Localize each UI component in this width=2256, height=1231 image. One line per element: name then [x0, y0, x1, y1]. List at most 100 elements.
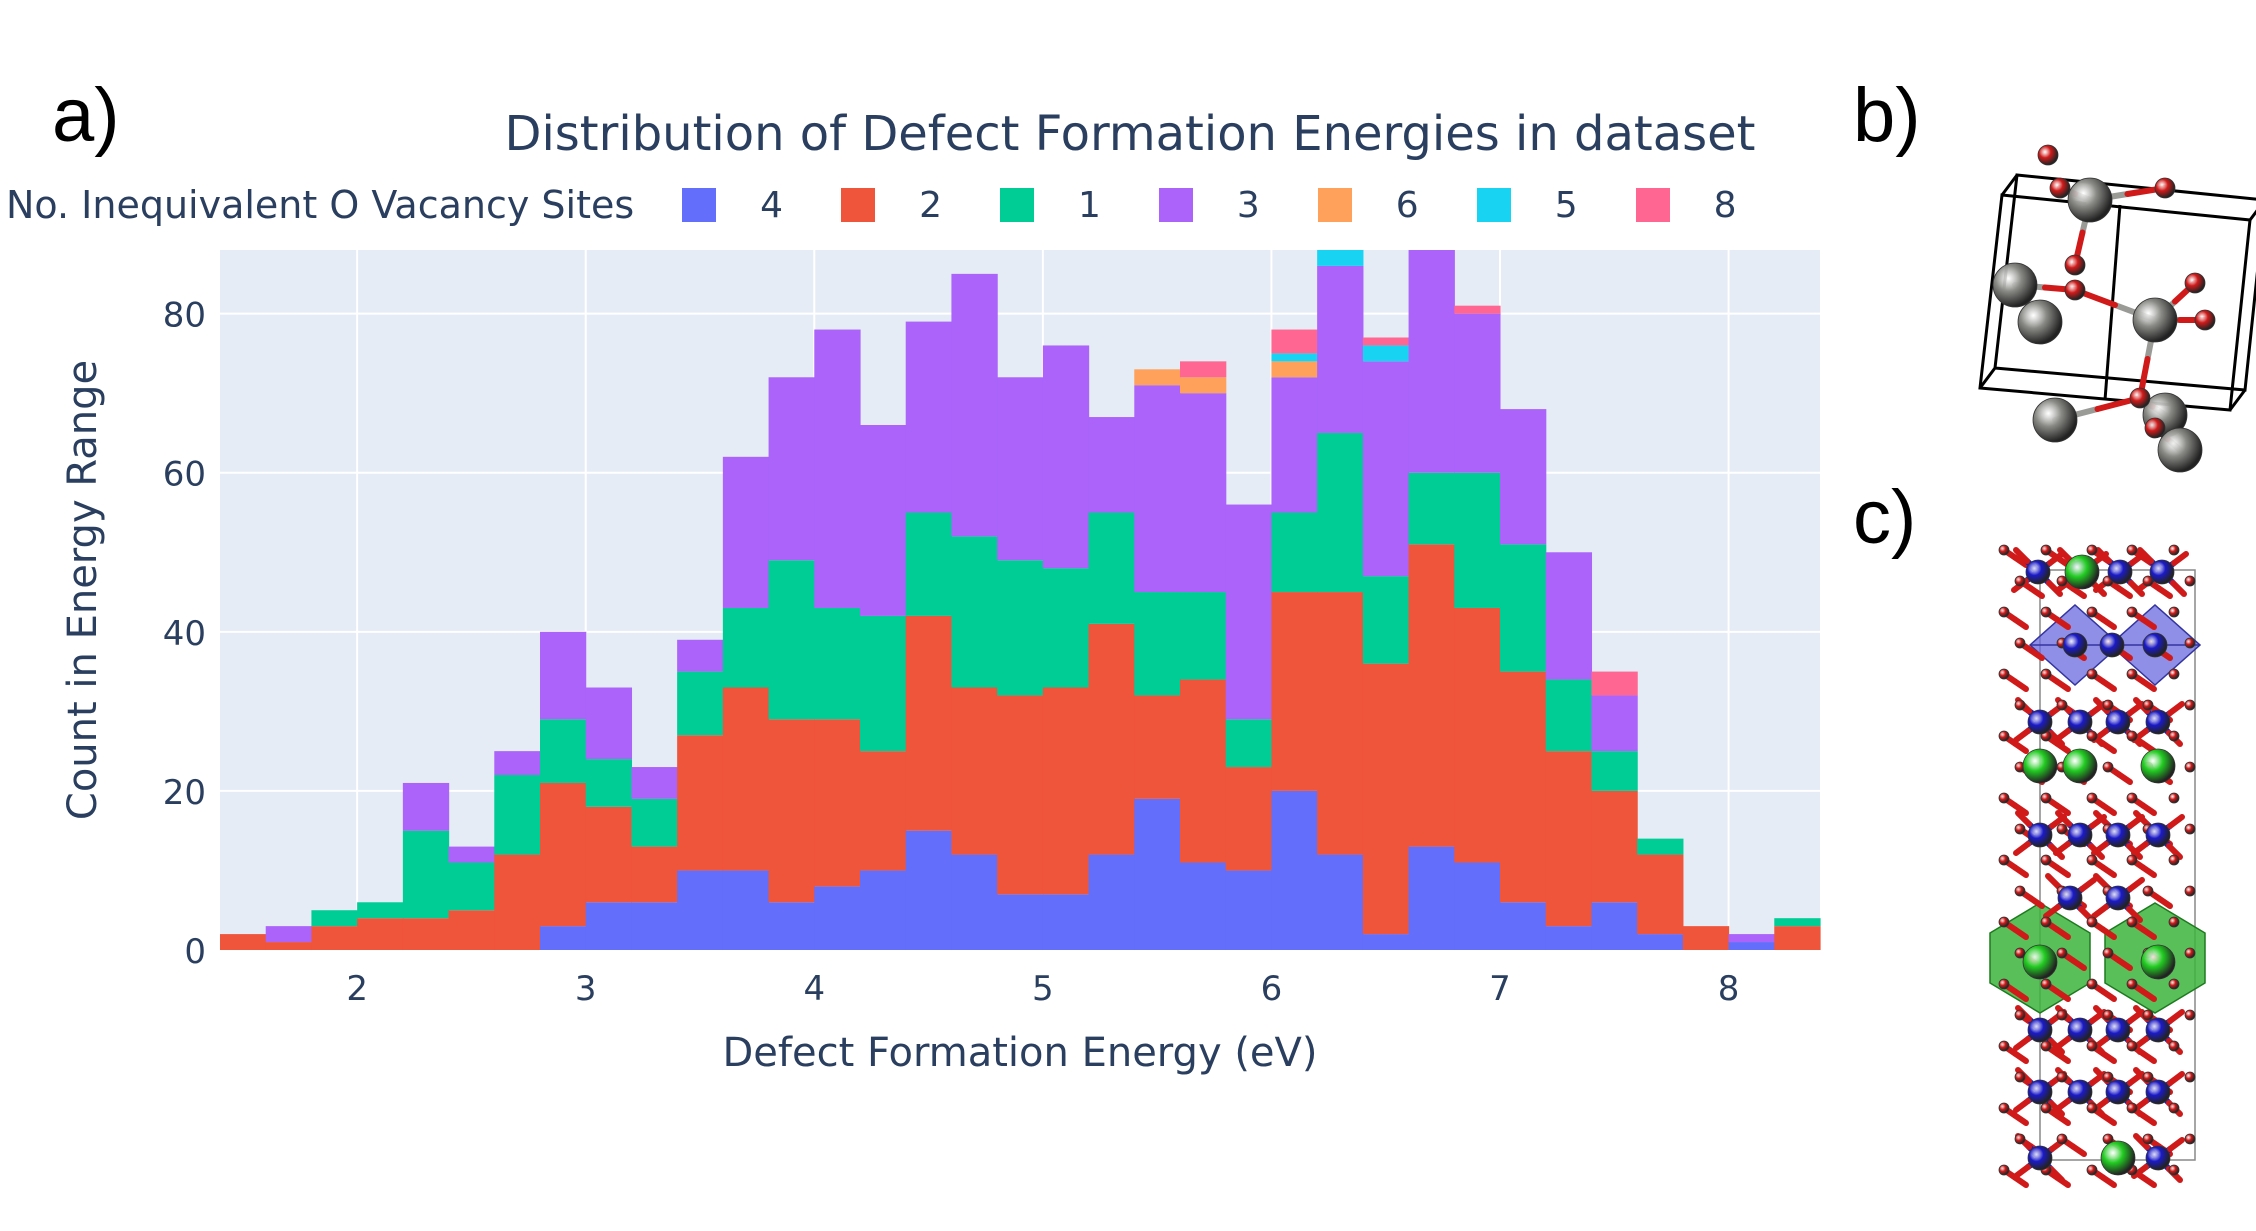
bar-series-3	[722, 456, 770, 608]
blue-atom	[2027, 822, 2053, 848]
bar-series-4	[1500, 902, 1547, 950]
bond	[2100, 1050, 2117, 1064]
blue-atom	[2027, 1145, 2053, 1171]
bar-series-1	[905, 512, 953, 616]
red-atom	[2184, 1071, 2196, 1083]
bar-series-1	[1454, 472, 1501, 608]
bond	[2054, 864, 2071, 878]
red-atom	[1998, 792, 2010, 804]
red-atom	[2040, 916, 2052, 928]
red-atom	[2014, 637, 2026, 649]
bar-series-1	[997, 560, 1044, 696]
blue-atom	[2105, 822, 2131, 848]
legend-item-8[interactable]: 8	[1635, 185, 1737, 226]
bar-series-8	[1362, 337, 1410, 346]
bar-series-2	[860, 751, 907, 871]
bond	[2133, 810, 2150, 827]
red-atom	[1998, 544, 2010, 556]
red-atom	[2040, 1102, 2052, 1114]
bar-series-1	[1362, 576, 1410, 664]
red-atom	[2168, 978, 2180, 990]
bond	[2170, 580, 2187, 597]
legend-item-4[interactable]: 4	[682, 185, 783, 226]
bond	[2091, 904, 2109, 919]
panel-label-c: c)	[1853, 475, 1917, 560]
blue-atom	[2062, 632, 2088, 658]
legend-item-2[interactable]: 2	[841, 185, 942, 226]
bar-series-2	[1317, 592, 1364, 855]
bar-series-4	[905, 830, 953, 950]
red-atom	[2142, 1133, 2154, 1145]
unit-cell-edge	[2000, 174, 2019, 196]
bar-series-2	[905, 615, 953, 831]
red-atom	[2056, 823, 2068, 835]
bar-series-5	[1271, 353, 1318, 362]
legend-item-3[interactable]: 3	[1158, 185, 1260, 226]
bond	[2053, 1098, 2071, 1113]
green-atom	[2022, 944, 2058, 980]
unit-cell-structure	[1978, 144, 2256, 473]
bond	[2045, 873, 2062, 890]
bond	[2133, 1133, 2150, 1150]
bond	[2156, 585, 2173, 599]
blue-atom	[2142, 632, 2168, 658]
legend-item-6[interactable]: 6	[1317, 185, 1419, 226]
legend-label: 1	[1077, 184, 1101, 226]
bond	[2100, 988, 2117, 1002]
bar-series-1	[1408, 472, 1455, 545]
bar-series-1	[402, 830, 450, 919]
bond	[2167, 1137, 2185, 1152]
red-atom	[2142, 1009, 2154, 1021]
unit-cell-edge	[2248, 209, 2256, 221]
bar-series-5	[1317, 250, 1364, 266]
legend-title: No. Inequivalent O Vacancy Sites	[6, 183, 635, 227]
legend-item-1[interactable]: 1	[999, 184, 1101, 226]
red-atom	[2126, 544, 2138, 556]
x-tick-label: 8	[1718, 969, 1740, 1009]
bond	[2012, 1050, 2029, 1064]
red-atom	[2194, 309, 2216, 331]
red-atom	[2086, 792, 2098, 804]
blue-atom	[2105, 1017, 2131, 1043]
bond	[2100, 1174, 2117, 1188]
bond	[2167, 701, 2185, 716]
red-atom	[2040, 668, 2052, 680]
bond	[2166, 843, 2183, 860]
red-atom	[2144, 417, 2166, 439]
red-atom	[2168, 668, 2180, 680]
green-atom	[2022, 748, 2058, 784]
bond	[2131, 841, 2149, 856]
bar-series-2	[722, 687, 770, 871]
bar-series-1	[814, 607, 861, 720]
bar-series-2	[997, 695, 1044, 895]
bar-series-3	[951, 273, 998, 537]
bar-series-2	[677, 735, 724, 871]
supercell-structure	[1989, 544, 2206, 1188]
red-atom	[2126, 916, 2138, 928]
bond	[2047, 551, 2065, 566]
blue-atom	[2067, 709, 2093, 735]
bond	[2167, 814, 2185, 829]
bar-series-1	[448, 862, 495, 911]
bond	[2012, 554, 2029, 568]
red-atom	[2086, 1102, 2098, 1114]
bar-series-1	[1317, 432, 1364, 593]
grey-atom	[2157, 427, 2203, 473]
bar-series-1	[1180, 592, 1227, 680]
red-atom	[2086, 730, 2098, 742]
bar-series-8	[1271, 329, 1318, 354]
red-atom	[2014, 699, 2026, 711]
bar-series-2	[768, 719, 815, 903]
unit-cell-edge	[1978, 367, 1997, 389]
bar-series-2	[1134, 695, 1181, 799]
y-tick-label: 80	[163, 296, 206, 336]
bar-series-4	[1362, 934, 1410, 950]
blue-atom	[2107, 559, 2133, 585]
bond	[2116, 957, 2133, 971]
legend-item-5[interactable]: 5	[1476, 185, 1578, 226]
legend-swatch	[841, 188, 876, 222]
bond	[2140, 678, 2157, 692]
grey-atom	[2032, 397, 2078, 443]
legend-swatch	[1158, 188, 1193, 222]
